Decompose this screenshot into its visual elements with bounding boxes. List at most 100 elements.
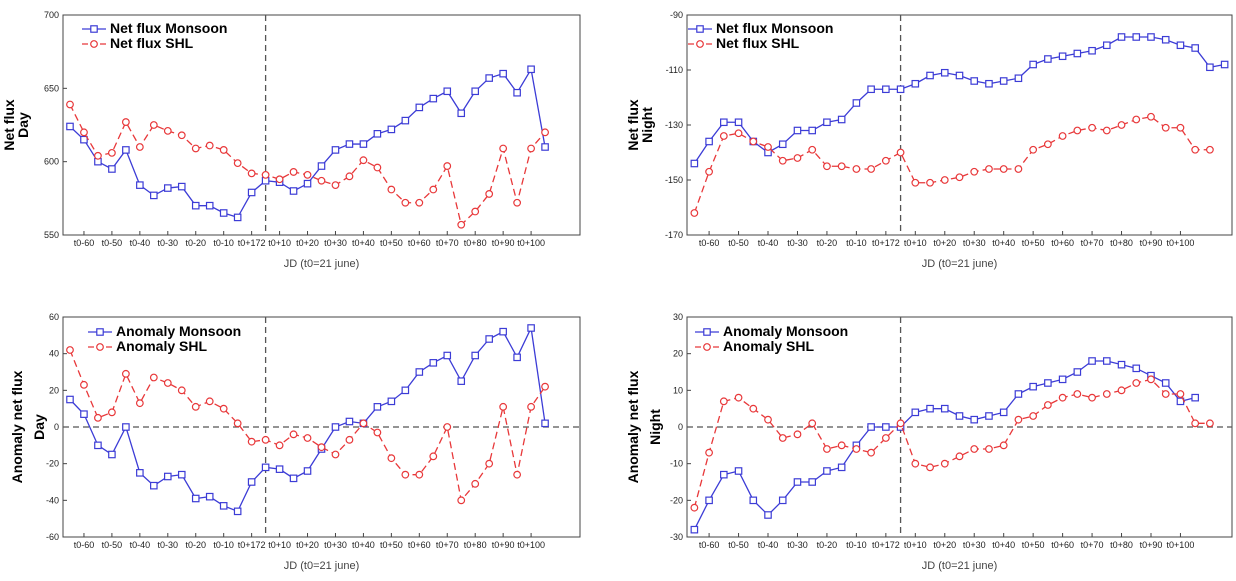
x-tick-label: t0+60 <box>1051 238 1074 248</box>
legend-label: Anomaly Monsoon <box>723 323 848 339</box>
data-point-monsoon <box>331 146 340 154</box>
data-point-monsoon <box>261 463 270 472</box>
data-point-shl <box>429 185 438 194</box>
data-point-monsoon <box>303 179 312 188</box>
data-point-monsoon <box>1058 52 1067 61</box>
y-axis-label: Night <box>639 107 655 143</box>
x-tick-label: t0+30 <box>324 238 347 248</box>
x-tick-label: t0+90 <box>492 540 515 550</box>
data-point-monsoon <box>867 423 875 431</box>
data-point-monsoon <box>1088 46 1096 55</box>
data-point-shl <box>149 373 158 382</box>
data-point-monsoon <box>1044 55 1052 63</box>
data-point-shl <box>1117 121 1126 129</box>
x-tick-label: t0-30 <box>787 540 808 550</box>
data-point-monsoon <box>882 423 890 431</box>
data-point-monsoon <box>163 184 172 192</box>
data-point-shl <box>359 419 368 428</box>
data-point-shl <box>867 165 876 173</box>
x-tick-label: t0+20 <box>296 238 319 248</box>
x-tick-label: t0-10 <box>846 540 867 550</box>
data-point-monsoon <box>808 126 817 135</box>
data-point-shl <box>513 198 522 207</box>
x-axis-label: JD (t0=21 june) <box>922 258 998 270</box>
data-point-shl <box>926 178 934 187</box>
data-point-shl <box>345 435 354 444</box>
data-point-monsoon <box>150 191 158 200</box>
data-point-shl <box>778 434 787 442</box>
data-point-shl <box>1058 132 1067 140</box>
data-point-monsoon <box>823 467 831 475</box>
legend-marker <box>96 343 104 351</box>
data-point-monsoon <box>108 450 116 459</box>
data-point-monsoon <box>401 386 410 395</box>
x-tick-label: t0+80 <box>464 238 487 248</box>
data-point-shl <box>205 397 214 406</box>
x-tick-label: t0-50 <box>102 540 123 550</box>
data-point-shl <box>317 176 326 185</box>
data-point-monsoon <box>852 99 861 107</box>
x-tick-label: t0-50 <box>728 238 749 248</box>
x-tick-label: t0-40 <box>758 238 779 248</box>
data-point-monsoon <box>485 335 493 343</box>
data-point-shl <box>66 346 74 354</box>
x-tick-label: t0-30 <box>787 238 808 248</box>
data-point-shl <box>764 143 772 151</box>
data-point-shl <box>719 397 728 406</box>
data-point-shl <box>1058 393 1067 402</box>
x-tick-label: t0+90 <box>1140 238 1163 248</box>
data-point-monsoon <box>955 71 964 80</box>
chart-panel-1: 550 600 650 700 t0-60 t0-50 t0-40 t0-30 t0-20 t0-… <box>1 10 581 270</box>
data-point-shl <box>457 496 466 505</box>
x-axis-label: JD (t0=21 june) <box>284 258 360 270</box>
data-point-monsoon <box>1044 379 1052 387</box>
data-point-shl <box>896 148 905 157</box>
data-point-monsoon <box>734 118 743 127</box>
data-point-shl <box>247 169 256 178</box>
y-tick-label: -20 <box>46 459 59 469</box>
legend-marker <box>703 343 711 351</box>
y-tick-label: 550 <box>44 230 59 240</box>
x-tick-label: t0-50 <box>102 238 123 248</box>
x-tick-label: t0+90 <box>1140 540 1163 550</box>
data-point-shl <box>1102 390 1111 398</box>
data-point-monsoon <box>122 423 130 431</box>
data-point-monsoon <box>1191 393 1199 402</box>
legend-marker <box>696 25 704 33</box>
data-point-shl <box>331 181 340 190</box>
x-tick-label: t0+172 <box>238 540 266 550</box>
data-point-monsoon <box>457 377 466 385</box>
legend-marker <box>90 25 98 33</box>
data-point-shl <box>108 148 116 157</box>
y-tick-label: 60 <box>49 312 59 322</box>
data-point-monsoon <box>373 130 382 138</box>
data-point-shl <box>415 470 424 479</box>
data-point-monsoon <box>955 412 964 420</box>
data-point-monsoon <box>896 85 905 94</box>
data-point-shl <box>233 159 242 168</box>
data-point-shl <box>970 167 979 176</box>
data-point-monsoon <box>373 403 382 411</box>
y-axis-label: Day <box>15 112 31 138</box>
x-tick-label: t0+10 <box>268 238 291 248</box>
data-point-shl <box>749 137 758 146</box>
data-point-monsoon <box>233 213 242 222</box>
data-point-monsoon <box>911 79 920 88</box>
data-point-monsoon <box>499 69 507 78</box>
legend-marker <box>703 328 711 336</box>
data-point-shl <box>970 445 979 453</box>
data-point-monsoon <box>163 472 172 481</box>
data-point-shl <box>1014 415 1023 424</box>
data-point-shl <box>1176 123 1185 132</box>
data-point-monsoon <box>205 492 214 501</box>
data-point-monsoon <box>429 359 438 367</box>
x-tick-label: t0-60 <box>74 540 95 550</box>
data-point-monsoon <box>999 77 1008 85</box>
data-point-monsoon <box>415 103 424 112</box>
x-tick-label: t0+70 <box>436 540 459 550</box>
y-tick-label: 40 <box>49 349 59 359</box>
x-tick-label: t0+100 <box>517 540 545 550</box>
data-point-monsoon <box>205 201 214 210</box>
x-tick-label: t0+40 <box>992 540 1015 550</box>
data-point-shl <box>527 144 535 153</box>
